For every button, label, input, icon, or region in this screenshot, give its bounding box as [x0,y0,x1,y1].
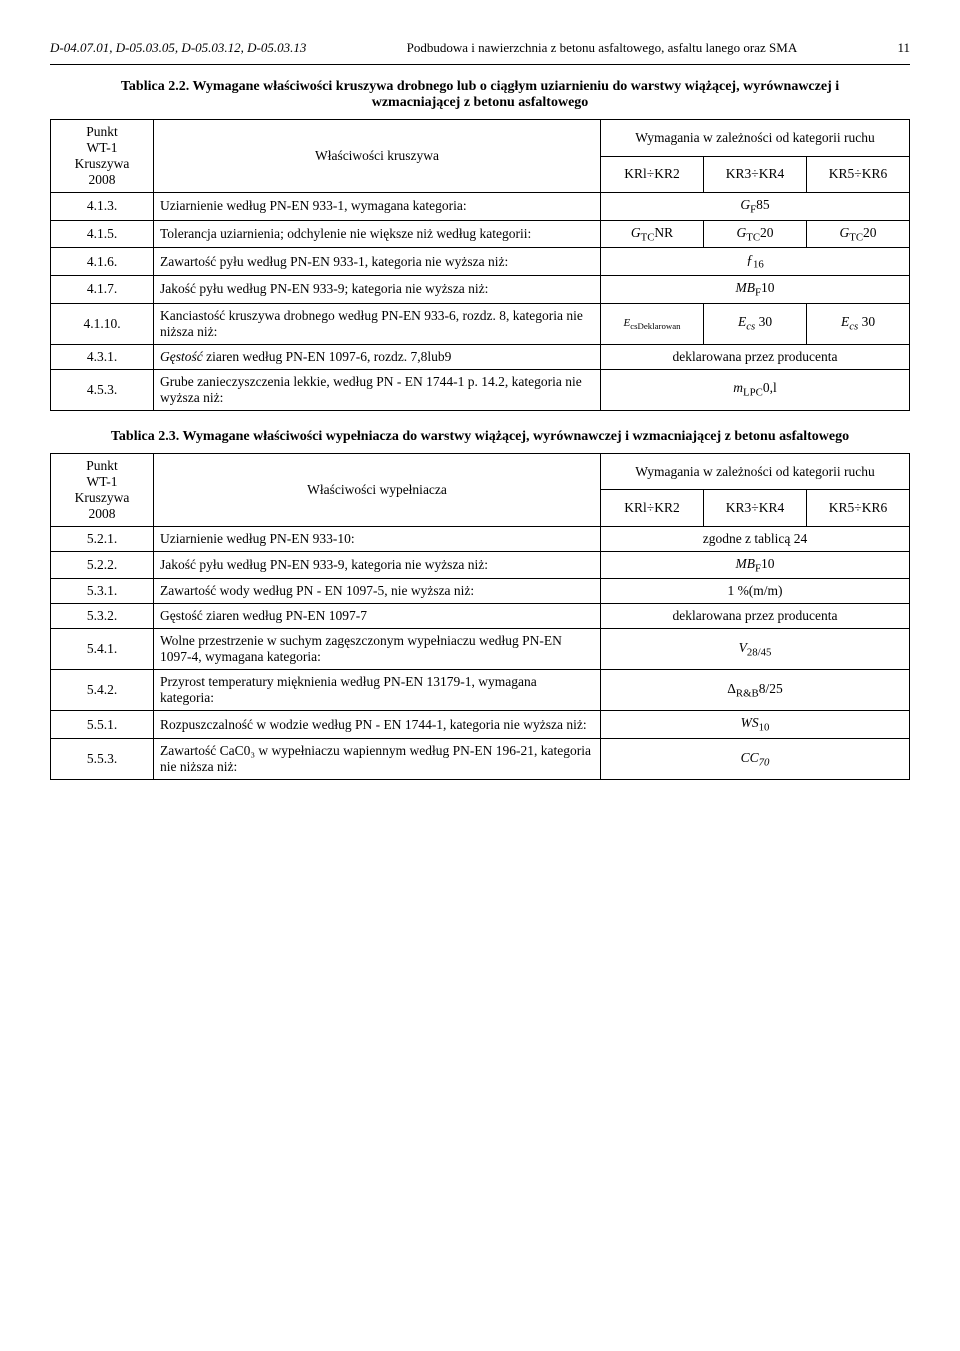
table23-kr3: KR5÷KR6 [807,490,910,527]
val: mLPC0,l [601,369,910,410]
ref: 4.1.7. [51,276,154,304]
val: WS10 [601,711,910,739]
table22-h-req: Wymagania w zależności od kategorii ruch… [601,120,910,157]
table-row: 4.1.5. Tolerancja uziarnienia; odchyleni… [51,220,910,248]
table-row: 5.3.2. Gęstość ziaren według PN-EN 1097-… [51,604,910,629]
ref: 4.3.1. [51,344,154,369]
val: CC70 [601,739,910,780]
table22-kr3: KR5÷KR6 [807,156,910,193]
val: MBF10 [601,276,910,304]
ref: 4.1.6. [51,248,154,276]
table-row: 4.1.7. Jakość pyłu według PN-EN 933-9; k… [51,276,910,304]
ref: 4.1.5. [51,220,154,248]
table22-kr1: KRl÷KR2 [601,156,704,193]
val: GTC20 [807,220,910,248]
table23-kr1: KRl÷KR2 [601,490,704,527]
table-row: 4.1.3. Uziarnienie według PN-EN 933-1, w… [51,193,910,221]
ref: 5.4.2. [51,670,154,711]
table-row: 4.3.1. Gęstość ziaren według PN-EN 1097-… [51,344,910,369]
page-number: 11 [897,40,910,56]
table-row: 4.1.10. Kanciastość kruszywa drobnego we… [51,303,910,344]
table-row: 5.5.1. Rozpuszczalność w wodzie według P… [51,711,910,739]
table23-caption: Tablica 2.3. Wymagane właściwości wypełn… [50,429,910,445]
prop: Gęstość ziaren według PN-EN 1097-7 [154,604,601,629]
table-row: 5.3.1. Zawartość wody według PN - EN 109… [51,579,910,604]
val: GF85 [601,193,910,221]
val: EcsDeklarowan [601,303,704,344]
val: deklarowana przez producenta [601,604,910,629]
table22-header-row1: Punkt WT-1 Kruszywa 2008 Właściwości kru… [51,120,910,157]
table22-kr2: KR3÷KR4 [704,156,807,193]
val: Ecs 30 [704,303,807,344]
prop: Zawartość CaC0₃ w wypełniaczu wapiennym … [154,739,601,780]
val: zgodne z tablicą 24 [601,526,910,551]
prop: Uziarnienie według PN-EN 933-1, wymagana… [154,193,601,221]
prop: Rozpuszczalność w wodzie według PN - EN … [154,711,601,739]
table22: Punkt WT-1 Kruszywa 2008 Właściwości kru… [50,119,910,411]
ref: 4.1.3. [51,193,154,221]
prop: Zawartość wody według PN - EN 1097-5, ni… [154,579,601,604]
prop: Przyrost temperatury mięknienia według P… [154,670,601,711]
val: GTCNR [601,220,704,248]
table22-h-prop: Właściwości kruszywa [154,120,601,193]
ref: 5.3.2. [51,604,154,629]
header-rule [50,64,910,65]
prop: Gęstość ziaren według PN-EN 1097-6, rozd… [154,344,601,369]
table-row: 5.4.1. Wolne przestrzenie w suchym zagęs… [51,629,910,670]
prop: Jakość pyłu według PN-EN 933-9, kategori… [154,551,601,579]
val: GTC20 [704,220,807,248]
table23-header-row1: Punkt WT-1 Kruszywa 2008 Właściwości wyp… [51,453,910,490]
table-row: 4.5.3. Grube zanieczyszczenia lekkie, we… [51,369,910,410]
header-center: Podbudowa i nawierzchnia z betonu asfalt… [306,40,897,56]
val: deklarowana przez producenta [601,344,910,369]
prop: Jakość pyłu według PN-EN 933-9; kategori… [154,276,601,304]
prop: Grube zanieczyszczenia lekkie, według PN… [154,369,601,410]
ref: 5.5.1. [51,711,154,739]
table-row: 5.2.1. Uziarnienie według PN-EN 933-10: … [51,526,910,551]
prop: Kanciastość kruszywa drobnego według PN-… [154,303,601,344]
val: V28/45 [601,629,910,670]
ref: 5.4.1. [51,629,154,670]
table22-caption: Tablica 2.2. Wymagane właściwości kruszy… [50,79,910,111]
table23-h-punkt: Punkt WT-1 Kruszywa 2008 [51,453,154,526]
ref: 5.3.1. [51,579,154,604]
val: Ecs 30 [807,303,910,344]
prop: Uziarnienie według PN-EN 933-10: [154,526,601,551]
ref: 4.1.10. [51,303,154,344]
table22-h-punkt: Punkt WT-1 Kruszywa 2008 [51,120,154,193]
prop: Zawartość pyłu według PN-EN 933-1, kateg… [154,248,601,276]
prop: Wolne przestrzenie w suchym zagęszczonym… [154,629,601,670]
table-row: 5.2.2. Jakość pyłu według PN-EN 933-9, k… [51,551,910,579]
table23: Punkt WT-1 Kruszywa 2008 Właściwości wyp… [50,453,910,780]
table-row: 4.1.6. Zawartość pyłu według PN-EN 933-1… [51,248,910,276]
ref: 5.2.2. [51,551,154,579]
ref: 5.5.3. [51,739,154,780]
val: ƒ16 [601,248,910,276]
val: 1 %(m/m) [601,579,910,604]
table23-h-prop: Właściwości wypełniacza [154,453,601,526]
val: ΔR&B8/25 [601,670,910,711]
prop: Tolerancja uziarnienia; odchylenie nie w… [154,220,601,248]
ref: 5.2.1. [51,526,154,551]
ref: 4.5.3. [51,369,154,410]
table23-kr2: KR3÷KR4 [704,490,807,527]
table23-h-req: Wymagania w zależności od kategorii ruch… [601,453,910,490]
table-row: 5.5.3. Zawartość CaC0₃ w wypełniaczu wap… [51,739,910,780]
header-left: D-04.07.01, D-05.03.05, D-05.03.12, D-05… [50,40,306,56]
val: MBF10 [601,551,910,579]
table-row: 5.4.2. Przyrost temperatury mięknienia w… [51,670,910,711]
page-header: D-04.07.01, D-05.03.05, D-05.03.12, D-05… [50,40,910,56]
